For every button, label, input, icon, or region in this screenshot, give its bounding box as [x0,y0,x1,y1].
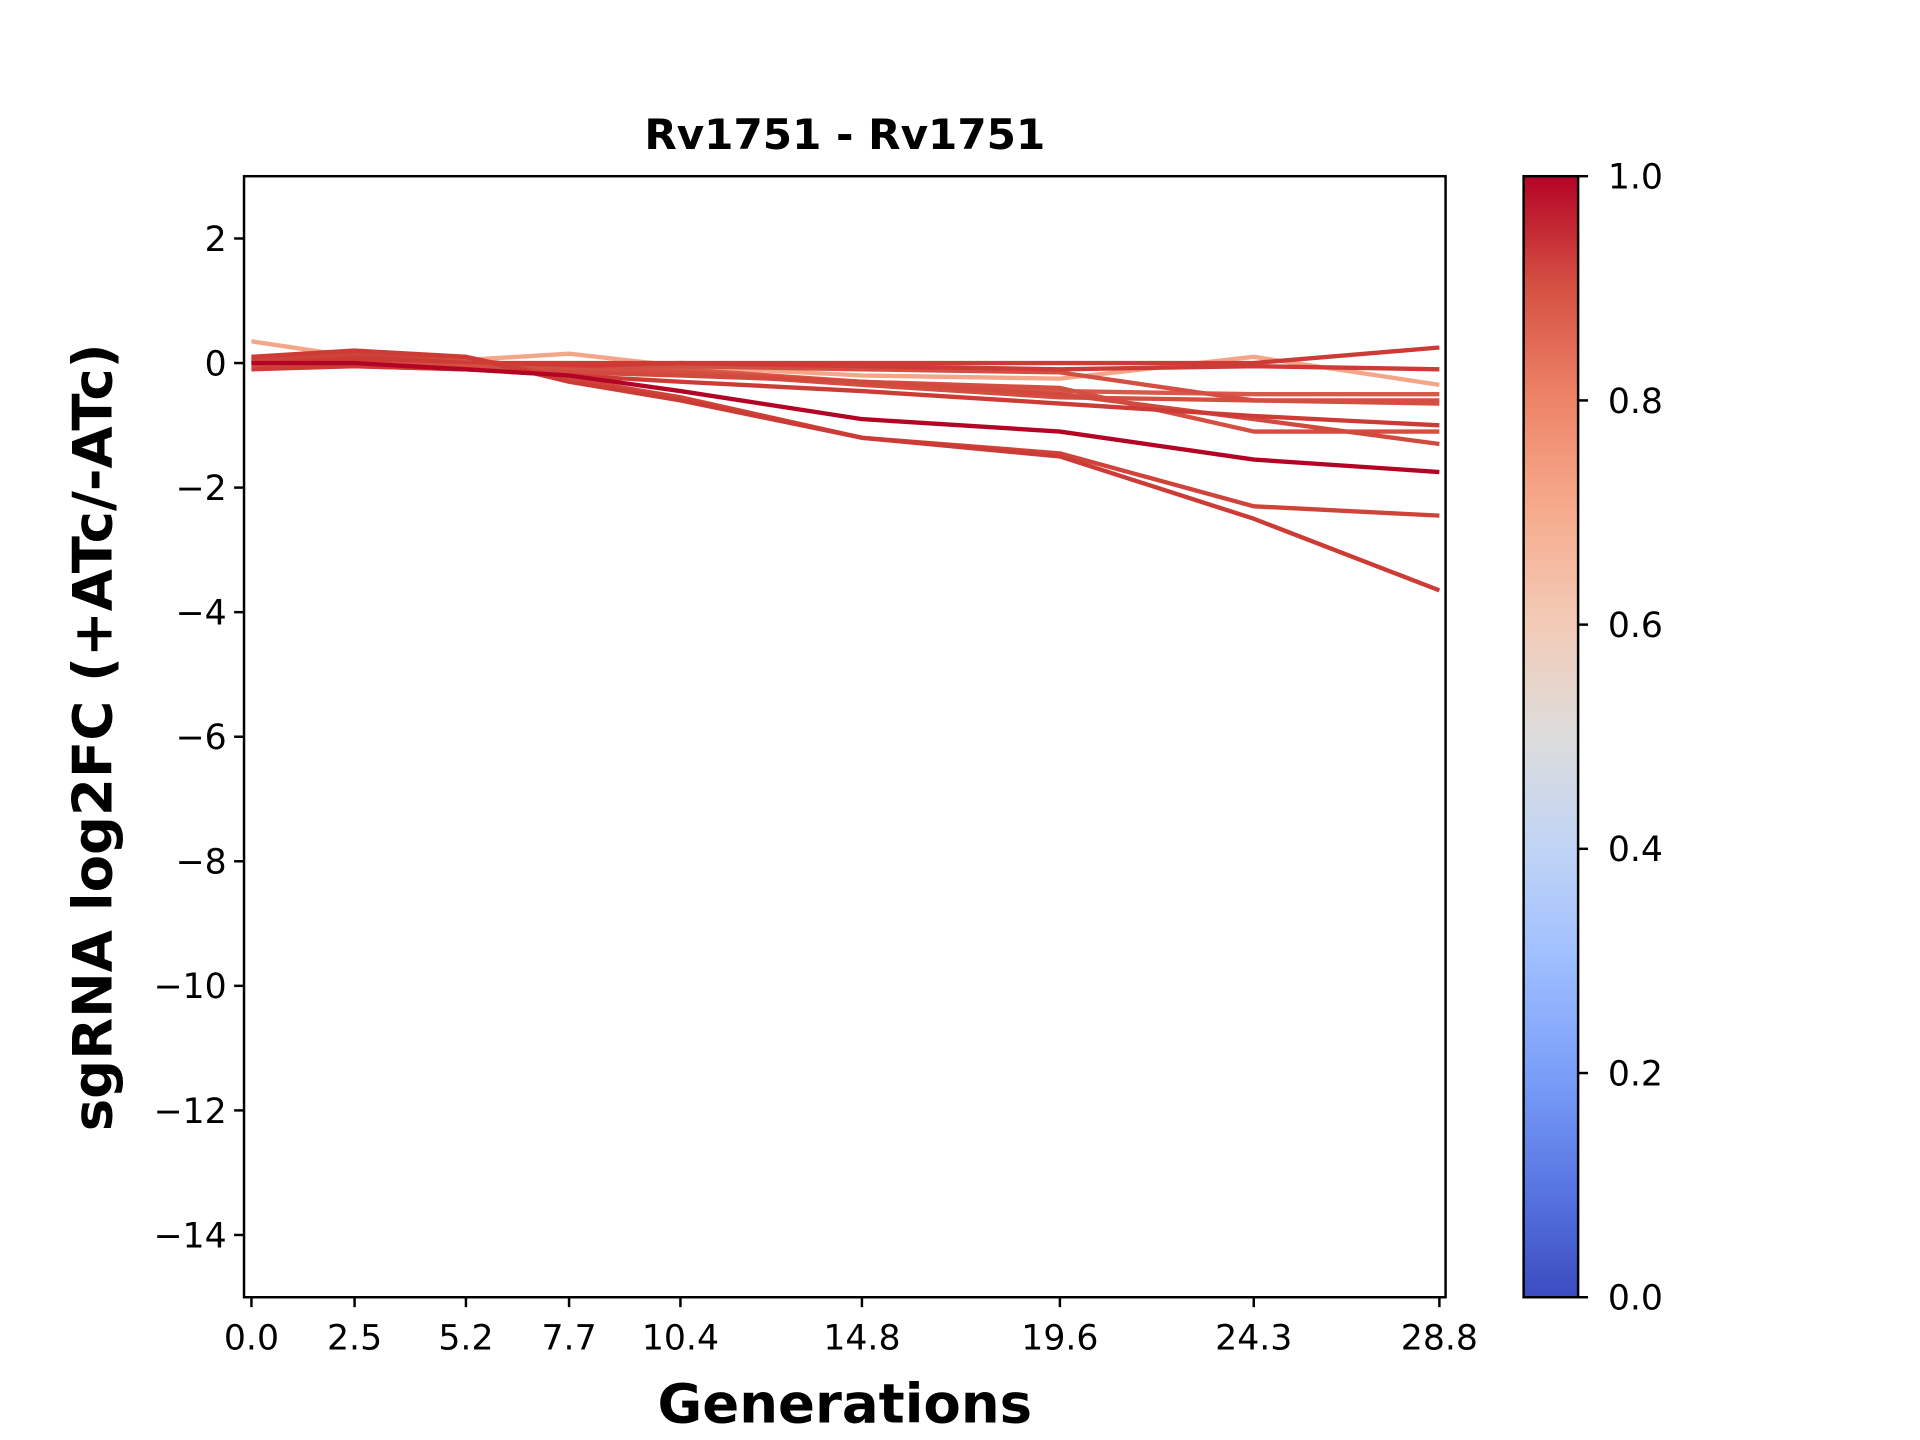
x-tick-label: 10.4 [642,1318,719,1358]
colorbar-tick-label: 0.0 [1608,1279,1663,1319]
colorbar-tick-label: 0.2 [1608,1054,1663,1094]
x-tick-label: 24.3 [1215,1318,1292,1358]
y-tick-label: −4 [176,594,227,634]
x-tick-label: 2.5 [327,1318,382,1358]
y-tick-label: −10 [154,967,227,1007]
y-axis-label: sgRNA log2FC (+ATc/-ATc) [60,343,124,1131]
series-line-11 [251,360,1440,475]
x-tick-label: 19.6 [1021,1318,1098,1358]
colorbar-ticks: 0.0 0.2 0.4 0.6 0.8 1.0 [1578,158,1663,1319]
series-group [251,339,1441,593]
y-tick-label: −2 [176,469,227,509]
x-axis: 0.0 2.5 5.2 7.7 10.4 14.8 19.6 24.3 28.8 [224,1297,1478,1358]
y-tick-label: −14 [154,1216,227,1256]
colorbar-tick-label: 0.4 [1608,830,1663,870]
y-tick-label: 2 [205,220,227,260]
x-tick-label: 5.2 [438,1318,493,1358]
x-tick-label: 28.8 [1401,1318,1478,1358]
x-tick-label: 14.8 [823,1318,900,1358]
colorbar [1522,174,1580,1299]
x-axis-label: Generations [658,1371,1033,1435]
x-tick-label: 7.7 [541,1318,596,1358]
series-line-10 [251,348,1441,593]
y-tick-label: 0 [205,344,227,384]
chart-title: Rv1751 - Rv1751 [644,110,1045,159]
x-tick-label: 0.0 [224,1318,279,1358]
colorbar-tick-label: 0.6 [1608,606,1663,646]
y-tick-label: −6 [176,718,227,758]
y-tick-label: −12 [154,1092,227,1132]
plot-frame [242,174,1447,1299]
y-axis: 2 0 −2 −4 −6 −8 −10 −12 −14 [154,220,245,1256]
colorbar-tick-label: 0.8 [1608,382,1663,422]
colorbar-tick-label: 1.0 [1608,158,1663,198]
series-line-5 [251,354,1440,372]
y-tick-label: −8 [176,843,227,883]
